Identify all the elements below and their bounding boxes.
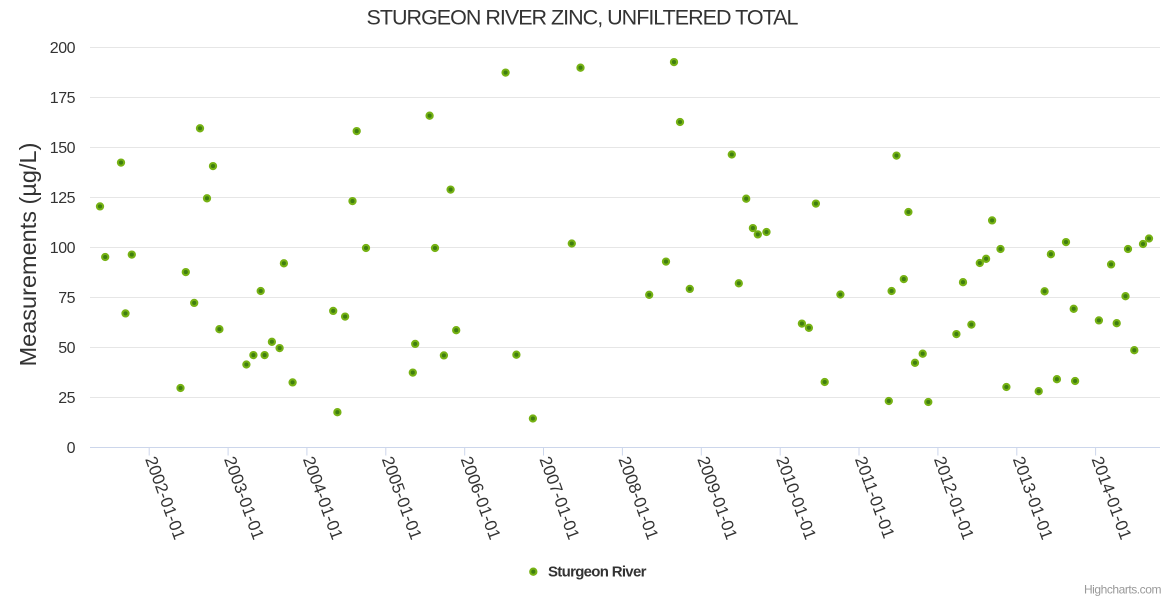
svg-text:200: 200 xyxy=(50,40,76,57)
svg-text:Highcharts.com: Highcharts.com xyxy=(1084,583,1162,597)
svg-text:25: 25 xyxy=(58,390,75,407)
svg-text:125: 125 xyxy=(50,190,76,207)
svg-text:175: 175 xyxy=(50,90,76,107)
svg-text:75: 75 xyxy=(58,290,75,307)
svg-text:50: 50 xyxy=(58,340,75,357)
svg-text:Sturgeon River: Sturgeon River xyxy=(548,564,647,581)
svg-text:Measurements (µg/L): Measurements (µg/L) xyxy=(15,143,41,367)
svg-text:100: 100 xyxy=(50,240,76,257)
svg-text:0: 0 xyxy=(67,440,76,457)
svg-text:STURGEON RIVER ZINC, UNFILTERE: STURGEON RIVER ZINC, UNFILTERED TOTAL xyxy=(367,6,799,30)
svg-text:150: 150 xyxy=(50,140,76,157)
